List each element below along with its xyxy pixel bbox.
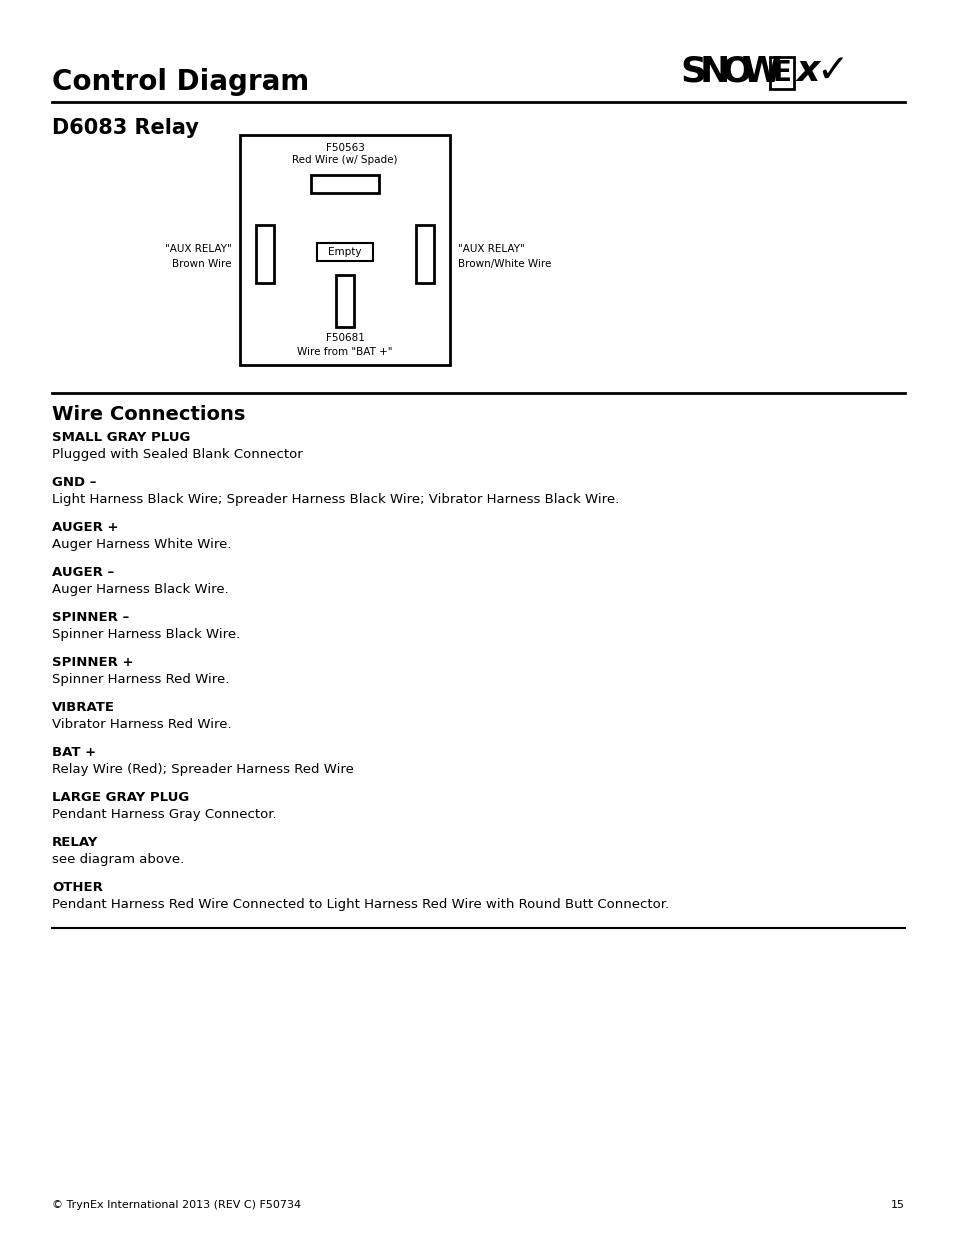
Text: Auger Harness White Wire.: Auger Harness White Wire. <box>52 538 232 551</box>
Text: see diagram above.: see diagram above. <box>52 853 184 866</box>
Text: AUGER +: AUGER + <box>52 521 118 534</box>
Text: Red Wire (w/ Spade): Red Wire (w/ Spade) <box>292 156 397 165</box>
Text: Empty: Empty <box>328 247 361 257</box>
Text: Vibrator Harness Red Wire.: Vibrator Harness Red Wire. <box>52 718 232 731</box>
Bar <box>311 175 378 193</box>
Text: OTHER: OTHER <box>52 881 103 894</box>
Bar <box>769 57 793 89</box>
Text: BAT +: BAT + <box>52 746 96 760</box>
Text: O: O <box>720 56 751 89</box>
Text: x: x <box>795 54 819 88</box>
Text: F50563: F50563 <box>325 143 364 153</box>
Text: © TrynEx International 2013 (REV C) F50734: © TrynEx International 2013 (REV C) F507… <box>52 1200 301 1210</box>
Text: S: S <box>679 56 705 89</box>
Bar <box>335 275 354 327</box>
Bar <box>255 225 274 283</box>
Text: Control Diagram: Control Diagram <box>52 68 309 96</box>
Text: E: E <box>772 59 791 86</box>
Bar <box>416 225 434 283</box>
Text: 15: 15 <box>890 1200 904 1210</box>
Bar <box>316 243 373 261</box>
Text: LARGE GRAY PLUG: LARGE GRAY PLUG <box>52 790 189 804</box>
Text: "AUX RELAY": "AUX RELAY" <box>165 245 232 254</box>
Text: AUGER –: AUGER – <box>52 566 114 579</box>
Text: Plugged with Sealed Blank Connector: Plugged with Sealed Blank Connector <box>52 448 302 461</box>
Text: ✓: ✓ <box>815 52 848 90</box>
Text: "AUX RELAY": "AUX RELAY" <box>457 245 524 254</box>
Text: Relay Wire (Red); Spreader Harness Red Wire: Relay Wire (Red); Spreader Harness Red W… <box>52 763 354 776</box>
Text: Spinner Harness Black Wire.: Spinner Harness Black Wire. <box>52 629 240 641</box>
Text: GND –: GND – <box>52 475 96 489</box>
Text: Pendant Harness Gray Connector.: Pendant Harness Gray Connector. <box>52 808 276 821</box>
Text: SMALL GRAY PLUG: SMALL GRAY PLUG <box>52 431 191 445</box>
Text: W: W <box>741 56 781 89</box>
Text: D6083 Relay: D6083 Relay <box>52 119 198 138</box>
Text: Wire from "BAT +": Wire from "BAT +" <box>297 347 393 357</box>
Bar <box>240 135 450 366</box>
Text: Spinner Harness Red Wire.: Spinner Harness Red Wire. <box>52 673 229 685</box>
Text: Pendant Harness Red Wire Connected to Light Harness Red Wire with Round Butt Con: Pendant Harness Red Wire Connected to Li… <box>52 898 668 911</box>
Text: VIBRATE: VIBRATE <box>52 701 115 714</box>
Text: SPINNER –: SPINNER – <box>52 611 129 624</box>
Text: Brown/White Wire: Brown/White Wire <box>457 259 551 269</box>
Text: SPINNER +: SPINNER + <box>52 656 133 669</box>
Text: Light Harness Black Wire; Spreader Harness Black Wire; Vibrator Harness Black Wi: Light Harness Black Wire; Spreader Harne… <box>52 493 618 506</box>
Text: Auger Harness Black Wire.: Auger Harness Black Wire. <box>52 583 229 597</box>
Text: Wire Connections: Wire Connections <box>52 405 245 424</box>
Text: RELAY: RELAY <box>52 836 98 848</box>
Text: F50681: F50681 <box>325 333 364 343</box>
Text: Brown Wire: Brown Wire <box>172 259 232 269</box>
Text: N: N <box>700 56 730 89</box>
